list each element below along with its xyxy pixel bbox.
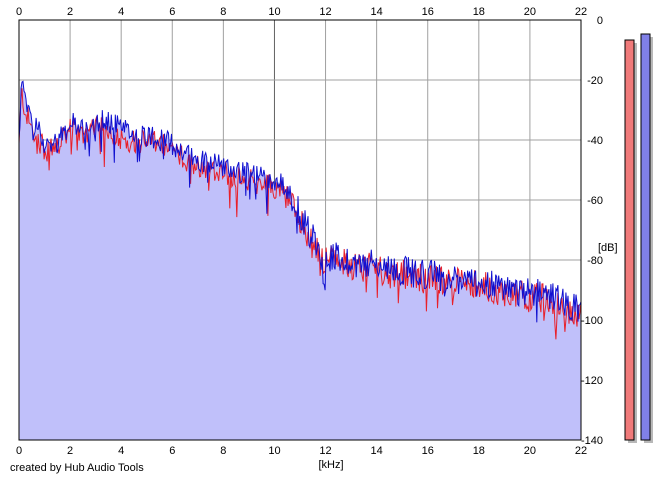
level-meter-1 [640,33,651,441]
x-tick-top-6: 12 [319,6,331,18]
spectrum-area-fill [19,81,581,441]
x-tick-bottom-5: 10 [268,445,280,457]
x-tick-labels-top: 0 2 4 6 8 10 12 14 16 18 20 22 [16,6,587,18]
x-tick-top-4: 8 [220,6,226,18]
x-tick-bottom-10: 20 [524,445,536,457]
x-tick-bottom-9: 18 [473,445,485,457]
y-tick-4: -80 [587,255,603,267]
x-tick-bottom-3: 6 [169,445,175,457]
x-tick-bottom-11: 22 [575,445,587,457]
x-tick-top-0: 0 [16,6,22,18]
level-meter-0 [624,39,635,441]
y-tick-1: -20 [587,75,603,87]
x-tick-bottom-8: 16 [422,445,434,457]
x-tick-bottom-1: 2 [67,445,73,457]
x-tick-top-8: 16 [422,6,434,18]
x-tick-top-10: 20 [524,6,536,18]
y-tick-0: 0 [597,15,603,27]
x-tick-top-1: 2 [67,6,73,18]
x-tick-bottom-2: 4 [118,445,124,457]
credit-text: created by Hub Audio Tools [10,462,144,474]
x-tick-top-11: 22 [575,6,587,18]
x-tick-top-7: 14 [371,6,383,18]
x-axis-label: [kHz] [318,459,343,471]
y-tick-5: -100 [581,315,603,327]
y-tick-6: -120 [581,375,603,387]
x-tick-bottom-6: 12 [319,445,331,457]
x-tick-top-5: 10 [268,6,280,18]
x-tick-top-2: 4 [118,6,124,18]
level-meters [624,33,653,443]
y-tick-7: -140 [581,435,603,447]
y-tick-2: -40 [587,135,603,147]
x-tick-top-9: 18 [473,6,485,18]
x-tick-bottom-0: 0 [16,445,22,457]
y-axis-label: [dB] [598,242,618,254]
plot-border [18,19,582,441]
spectrum-line-red [18,88,582,340]
y-tick-labels: 0 -20 -40 -60 -80 -100 -120 -140 [581,15,603,447]
x-tick-labels-bottom: 0 2 4 6 8 10 12 14 16 18 20 22 [16,445,587,457]
x-tick-top-3: 6 [169,6,175,18]
spectrum-line-blue [18,80,582,323]
x-tick-bottom-4: 8 [220,445,226,457]
x-tick-bottom-7: 14 [371,445,383,457]
y-tick-3: -60 [587,195,603,207]
